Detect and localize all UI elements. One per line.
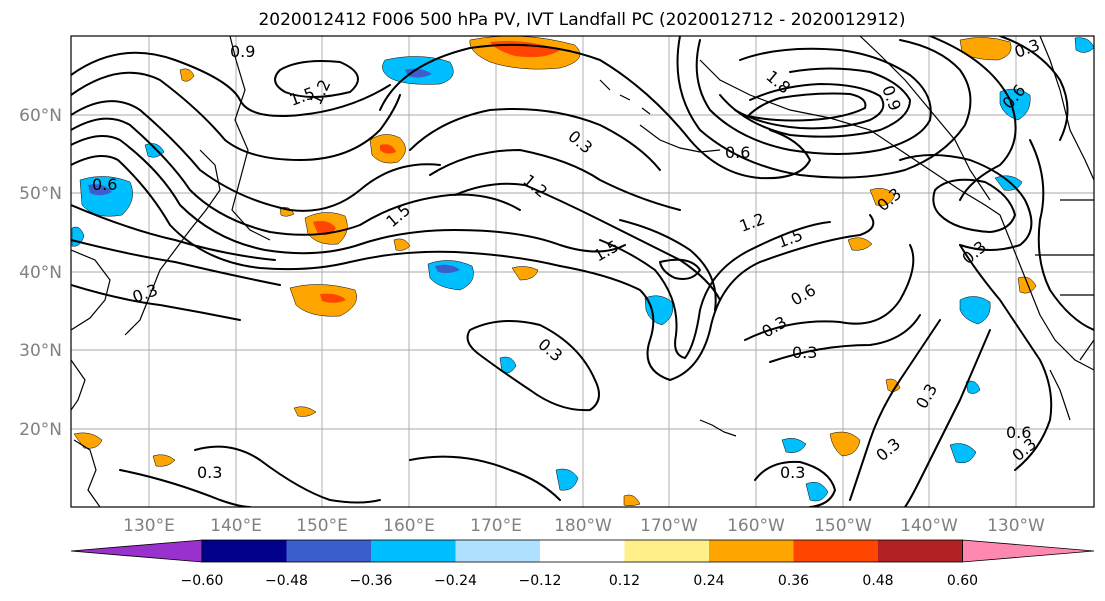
colorbar-segment [286, 540, 371, 562]
lon-label: 160°E [383, 516, 435, 536]
map-frame [70, 35, 1095, 508]
colorbar-tick: −0.12 [519, 573, 562, 589]
pv-contours [71, 36, 1094, 507]
contour-labels: 0.9 1.5 1.2 1.8 0.3 0.6 1.2 1.5 1.5 1.2 … [92, 36, 1042, 482]
longitude-labels: 130°E 140°E 150°E 160°E 170°E 180°W 170°… [123, 516, 1045, 536]
coastlines [71, 36, 1094, 507]
colorbar-segment [793, 540, 878, 562]
lon-label: 180°W [554, 516, 612, 536]
colorbar-tick: 0.36 [778, 573, 809, 589]
lon-label: 130°W [987, 516, 1045, 536]
colorbar-tick: −0.24 [434, 573, 477, 589]
lat-label: 40°N [19, 263, 62, 283]
contour-label: 0.6 [1006, 423, 1031, 442]
latitude-labels: 60°N 50°N 40°N 30°N 20°N [19, 106, 62, 440]
colorbar-segment [371, 540, 456, 562]
colorbar-tick: −0.48 [265, 573, 308, 589]
colorbar-tick: −0.36 [350, 573, 393, 589]
contour-label: 0.3 [197, 463, 222, 482]
lat-label: 30°N [19, 341, 62, 361]
contour-label: 0.6 [92, 175, 117, 194]
colorbar-extend-low [70, 539, 203, 563]
lon-label: 140°W [900, 516, 958, 536]
colorbar-segment [624, 540, 709, 562]
lat-label: 50°N [19, 184, 62, 204]
lon-label: 150°W [814, 516, 872, 536]
colorbar-segment [878, 540, 963, 562]
colorbar-tick: 0.48 [862, 573, 893, 589]
contour-label: 0.3 [792, 343, 817, 362]
colorbar-tick: −0.60 [181, 573, 224, 589]
shaded-anomalies [71, 36, 1094, 507]
contour-label: 0.3 [780, 463, 805, 482]
colorbar: −0.60 −0.48 −0.36 −0.24 −0.12 0.12 0.24 … [70, 539, 1095, 589]
colorbar-segment [202, 540, 287, 562]
lon-label: 170°E [470, 516, 522, 536]
lat-label: 60°N [19, 106, 62, 126]
colorbar-segment [540, 540, 625, 562]
colorbar-segment [455, 540, 540, 562]
lon-label: 130°E [123, 516, 175, 536]
colorbar-outline [201, 539, 963, 563]
contour-label: 0.6 [725, 143, 750, 162]
colorbar-extend-high [962, 539, 1095, 563]
lat-label: 20°N [19, 420, 62, 440]
lon-label: 150°E [296, 516, 348, 536]
colorbar-tick: 0.60 [947, 573, 978, 589]
lon-label: 170°W [640, 516, 698, 536]
lon-label: 140°E [210, 516, 262, 536]
colorbar-tick: 0.12 [609, 573, 640, 589]
map-panel: 0.9 1.5 1.2 1.8 0.3 0.6 1.2 1.5 1.5 1.2 … [70, 35, 1095, 508]
map-title: 2020012412 F006 500 hPa PV, IVT Landfall… [258, 10, 905, 30]
contour-label: 0.9 [230, 42, 255, 61]
colorbar-tick: 0.24 [693, 573, 724, 589]
colorbar-segment [709, 540, 794, 562]
lon-label: 160°W [727, 516, 785, 536]
